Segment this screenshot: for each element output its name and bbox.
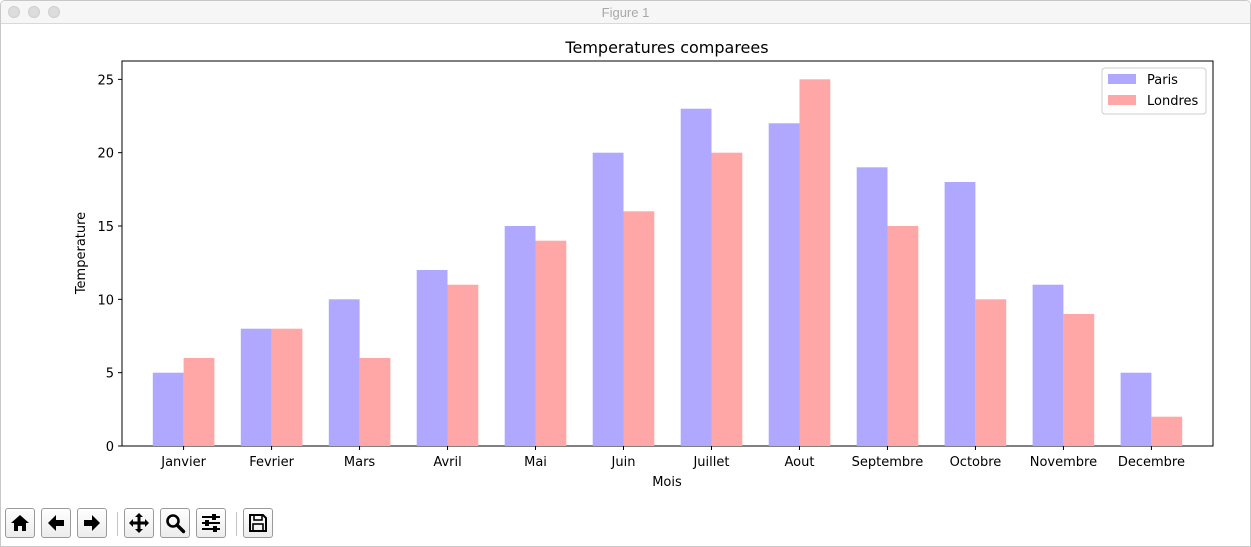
- sliders-icon: [202, 514, 220, 532]
- back-button[interactable]: [41, 508, 71, 538]
- x-tick-label: Octobre: [950, 455, 1002, 470]
- bar-paris-novembre: [1032, 284, 1064, 446]
- y-tick-label: 15: [97, 220, 114, 235]
- bar-londres-decembre: [1151, 416, 1183, 446]
- x-tick-label: Septembre: [852, 455, 924, 470]
- bar-londres-avril: [447, 284, 479, 446]
- legend-swatch-londres: [1108, 95, 1136, 105]
- x-tick-label: Novembre: [1030, 455, 1097, 470]
- x-tick-label: Aout: [784, 455, 814, 470]
- toolbar-separator: [236, 512, 237, 536]
- bar-paris-fevrier: [240, 328, 272, 446]
- y-tick-label: 25: [97, 73, 114, 88]
- legend-label-paris: Paris: [1147, 73, 1178, 88]
- bar-londres-fevrier: [271, 328, 303, 446]
- bar-londres-mars: [359, 358, 391, 446]
- pan-button[interactable]: [124, 508, 154, 538]
- x-tick-label: Juin: [611, 455, 636, 470]
- bar-paris-avril: [416, 270, 448, 446]
- y-tick-label: 5: [106, 367, 114, 382]
- bar-paris-janvier: [152, 372, 184, 446]
- x-tick-label: Avril: [433, 455, 461, 470]
- bar-paris-mai: [504, 226, 536, 446]
- toolbar-separator: [117, 512, 118, 536]
- home-button[interactable]: [5, 508, 35, 538]
- window-title: Figure 1: [601, 5, 650, 20]
- bar-paris-septembre: [856, 167, 888, 447]
- bar-paris-mars: [328, 299, 360, 446]
- bar-londres-octobre: [975, 299, 1007, 446]
- floppy-disk-icon: [249, 514, 267, 532]
- legend: Paris Londres: [1101, 67, 1207, 115]
- move-icon: [129, 513, 149, 533]
- bar-londres-septembre: [887, 226, 919, 446]
- bar-londres-juin: [623, 211, 655, 446]
- zoom-window-button[interactable]: [48, 6, 60, 18]
- y-tick-label: 20: [97, 147, 114, 162]
- arrow-right-icon: [84, 515, 100, 531]
- navigation-toolbar: [1, 504, 1250, 544]
- plot-area: [121, 60, 1214, 447]
- x-tick-label: Mars: [344, 455, 376, 470]
- zoom-button[interactable]: [160, 508, 190, 538]
- x-tick-label: Mai: [524, 455, 547, 470]
- title-bar: Figure 1: [1, 1, 1250, 24]
- legend-label-londres: Londres: [1147, 94, 1199, 109]
- y-tick-label: 10: [97, 293, 114, 308]
- bar-paris-aout: [768, 123, 800, 447]
- y-tick-label: 0: [106, 440, 114, 455]
- bar-londres-mai: [535, 240, 567, 446]
- legend-swatch-paris: [1108, 74, 1136, 84]
- x-tick-label: Juillet: [692, 455, 729, 470]
- y-axis-label: Temperature: [74, 212, 89, 295]
- chart-title: Temperatures comparees: [564, 38, 768, 57]
- x-tick-label: Fevrier: [249, 455, 294, 470]
- bar-londres-janvier: [183, 358, 215, 446]
- bar-paris-juillet: [680, 108, 712, 446]
- x-tick-label: Janvier: [160, 455, 206, 470]
- minimize-window-button[interactable]: [28, 6, 40, 18]
- magnifier-icon: [166, 514, 186, 534]
- x-tick-label: Decembre: [1118, 455, 1185, 470]
- bar-londres-aout: [799, 79, 831, 447]
- bar-paris-juin: [592, 152, 624, 446]
- bar-chart: Janvier Fevrier Mars Avril Mai Juin Juillet Aou…: [74, 38, 1214, 490]
- save-button[interactable]: [243, 508, 273, 538]
- arrow-left-icon: [48, 515, 64, 531]
- forward-button[interactable]: [77, 508, 107, 538]
- bar-paris-octobre: [944, 182, 976, 446]
- close-window-button[interactable]: [8, 6, 20, 18]
- bar-paris-decembre: [1120, 372, 1152, 446]
- bar-londres-novembre: [1063, 314, 1095, 446]
- subplots-button[interactable]: [196, 508, 226, 538]
- bar-londres-juillet: [711, 152, 743, 446]
- x-axis-label: Mois: [652, 475, 682, 490]
- home-icon: [11, 515, 29, 531]
